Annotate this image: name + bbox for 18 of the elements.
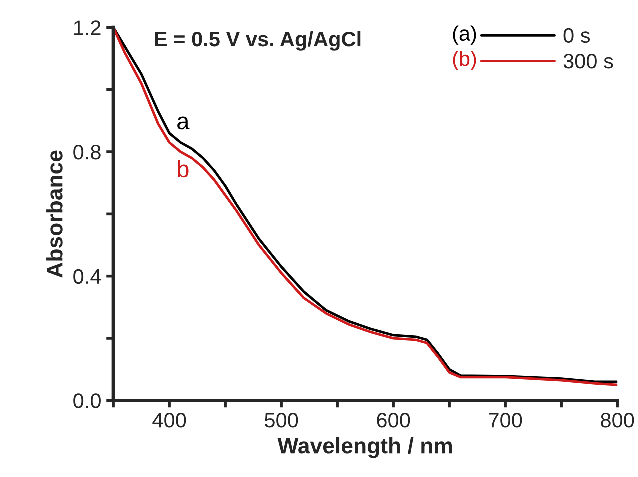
y-tick-label: 0.4 xyxy=(74,269,102,284)
y-tick-label: 0.0 xyxy=(74,394,101,408)
x-tick-label: 800 xyxy=(601,413,634,428)
x-tick-label: 500 xyxy=(265,413,298,428)
annotation: a xyxy=(178,116,190,130)
y-tick-label: 1.2 xyxy=(74,20,101,36)
annotation: (a) xyxy=(453,26,476,46)
x-tick-label: 600 xyxy=(377,413,410,428)
legend-label: 0 s xyxy=(564,28,590,44)
x-tick-label: 400 xyxy=(152,413,186,428)
y-tick-label: 0.8 xyxy=(74,145,101,160)
x-axis-title: Wavelength / nm xyxy=(278,437,452,458)
annotation: (b) xyxy=(453,51,476,70)
x-tick-label: 700 xyxy=(489,413,522,428)
y-axis-title: Absorbance xyxy=(46,150,63,278)
annotation: b xyxy=(178,160,189,178)
chart-title: E = 0.5 V vs. Ag/AgCl xyxy=(155,31,361,51)
legend-label: 300 s xyxy=(564,54,614,69)
